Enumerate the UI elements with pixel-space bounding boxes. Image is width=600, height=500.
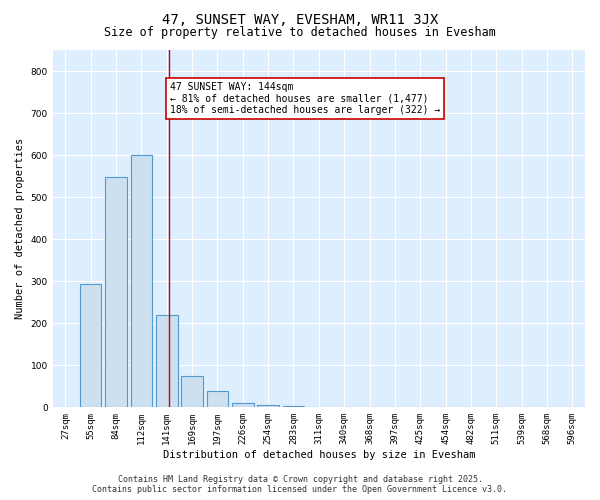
Bar xyxy=(232,403,254,407)
Bar xyxy=(156,315,178,408)
Bar xyxy=(80,284,101,408)
Text: 47, SUNSET WAY, EVESHAM, WR11 3JX: 47, SUNSET WAY, EVESHAM, WR11 3JX xyxy=(162,12,438,26)
Y-axis label: Number of detached properties: Number of detached properties xyxy=(15,138,25,320)
Bar xyxy=(131,155,152,407)
Text: Size of property relative to detached houses in Evesham: Size of property relative to detached ho… xyxy=(104,26,496,39)
Text: Contains HM Land Registry data © Crown copyright and database right 2025.
Contai: Contains HM Land Registry data © Crown c… xyxy=(92,474,508,494)
Bar xyxy=(283,406,304,408)
Text: 47 SUNSET WAY: 144sqm
← 81% of detached houses are smaller (1,477)
18% of semi-d: 47 SUNSET WAY: 144sqm ← 81% of detached … xyxy=(170,82,440,116)
Bar xyxy=(181,376,203,408)
Bar xyxy=(206,390,228,407)
Bar xyxy=(257,405,279,407)
Bar xyxy=(105,178,127,408)
X-axis label: Distribution of detached houses by size in Evesham: Distribution of detached houses by size … xyxy=(163,450,475,460)
